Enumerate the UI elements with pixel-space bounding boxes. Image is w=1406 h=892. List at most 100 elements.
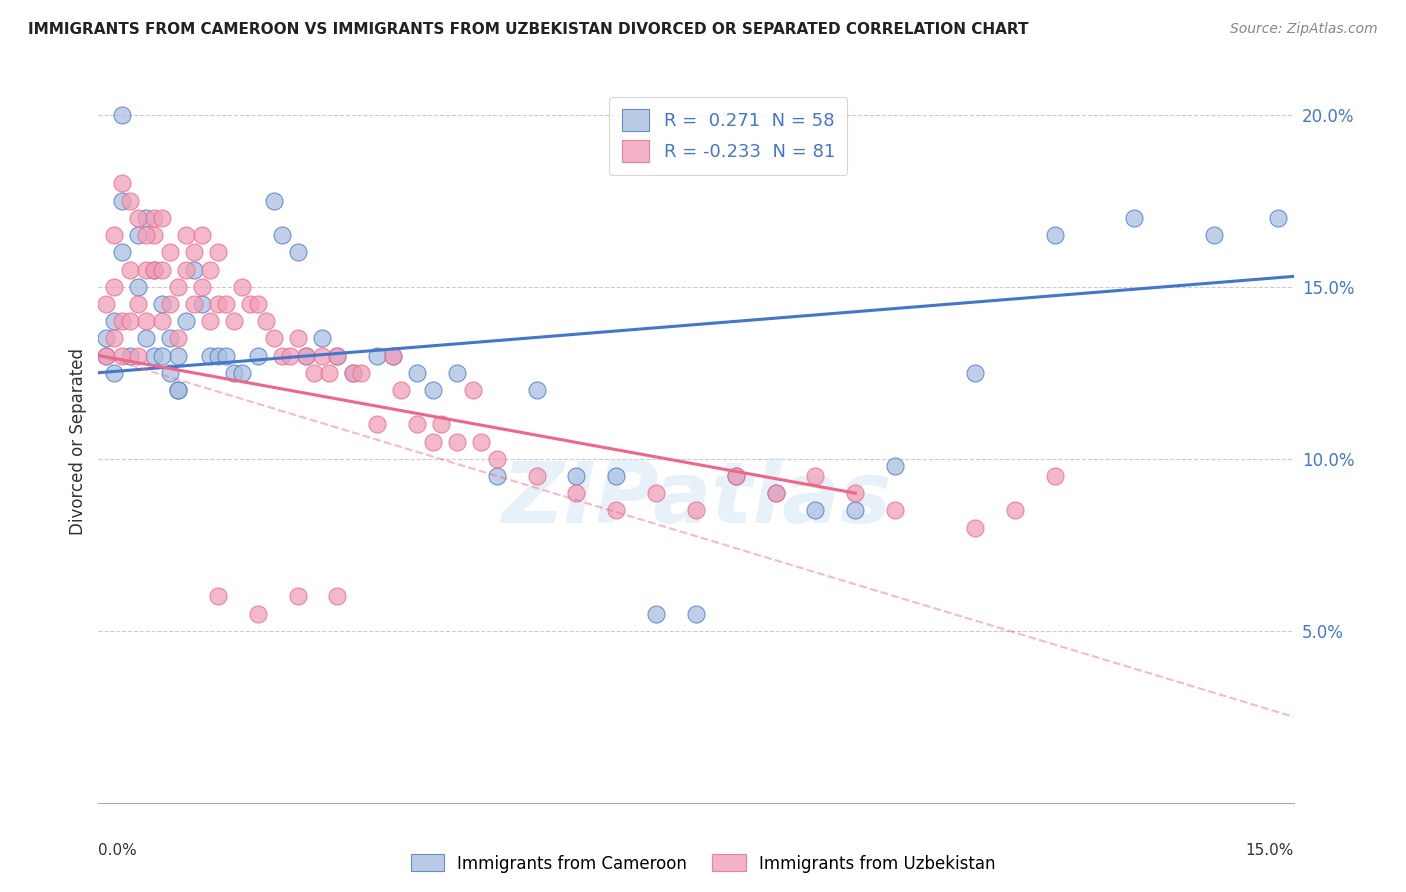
Point <box>191 228 214 243</box>
Point <box>127 349 149 363</box>
Point <box>120 194 142 208</box>
Point <box>263 331 285 345</box>
Point <box>127 211 149 225</box>
Point <box>135 262 157 277</box>
Point <box>287 245 309 260</box>
Point <box>135 331 157 345</box>
Point <box>844 503 866 517</box>
Point <box>127 228 149 243</box>
Point <box>96 349 118 363</box>
Point <box>446 366 468 380</box>
Point <box>111 349 134 363</box>
Point <box>183 297 205 311</box>
Point <box>96 297 118 311</box>
Point <box>150 211 173 225</box>
Point <box>461 383 484 397</box>
Point <box>1123 211 1146 225</box>
Point <box>198 349 221 363</box>
Point <box>150 297 173 311</box>
Point <box>278 349 301 363</box>
Point <box>565 469 588 483</box>
Point <box>174 262 197 277</box>
Point <box>159 331 181 345</box>
Point <box>135 228 157 243</box>
Point <box>143 349 166 363</box>
Point <box>389 383 412 397</box>
Point <box>724 469 747 483</box>
Text: IMMIGRANTS FROM CAMEROON VS IMMIGRANTS FROM UZBEKISTAN DIVORCED OR SEPARATED COR: IMMIGRANTS FROM CAMEROON VS IMMIGRANTS F… <box>28 22 1029 37</box>
Point <box>318 366 340 380</box>
Point <box>366 349 388 363</box>
Point <box>254 314 277 328</box>
Point <box>120 349 142 363</box>
Point <box>111 194 134 208</box>
Point <box>103 366 125 380</box>
Point <box>174 314 197 328</box>
Point <box>963 520 986 534</box>
Point <box>1043 228 1066 243</box>
Point <box>302 366 325 380</box>
Point <box>174 228 197 243</box>
Point <box>143 228 166 243</box>
Point <box>150 349 173 363</box>
Point <box>183 262 205 277</box>
Point <box>430 417 453 432</box>
Point <box>159 245 181 260</box>
Point <box>382 349 405 363</box>
Text: ZIPatlas: ZIPatlas <box>501 458 891 541</box>
Point <box>884 458 907 473</box>
Point <box>167 383 190 397</box>
Point <box>382 349 405 363</box>
Point <box>167 383 190 397</box>
Point <box>167 279 190 293</box>
Point <box>1043 469 1066 483</box>
Point <box>111 177 134 191</box>
Point <box>526 469 548 483</box>
Point <box>485 469 508 483</box>
Point <box>222 366 245 380</box>
Point <box>605 503 627 517</box>
Point <box>804 503 827 517</box>
Point <box>222 314 245 328</box>
Point <box>1202 228 1225 243</box>
Point <box>844 486 866 500</box>
Point <box>150 262 173 277</box>
Point <box>804 469 827 483</box>
Point <box>765 486 787 500</box>
Point <box>127 297 149 311</box>
Point <box>526 383 548 397</box>
Point <box>1004 503 1026 517</box>
Point <box>765 486 787 500</box>
Point <box>191 297 214 311</box>
Y-axis label: Divorced or Separated: Divorced or Separated <box>69 348 87 535</box>
Point <box>215 349 238 363</box>
Point <box>135 211 157 225</box>
Point <box>246 607 269 621</box>
Point <box>143 262 166 277</box>
Point <box>231 366 253 380</box>
Point <box>311 349 333 363</box>
Point <box>103 331 125 345</box>
Point <box>191 279 214 293</box>
Point <box>422 383 444 397</box>
Point <box>350 366 373 380</box>
Point <box>246 349 269 363</box>
Point <box>120 314 142 328</box>
Point <box>96 331 118 345</box>
Point <box>287 331 309 345</box>
Point <box>246 297 269 311</box>
Legend: Immigrants from Cameroon, Immigrants from Uzbekistan: Immigrants from Cameroon, Immigrants fro… <box>404 847 1002 880</box>
Point <box>103 314 125 328</box>
Point <box>159 297 181 311</box>
Point <box>326 349 349 363</box>
Point <box>143 262 166 277</box>
Point <box>270 349 292 363</box>
Point <box>231 279 253 293</box>
Point <box>645 486 668 500</box>
Legend: R =  0.271  N = 58, R = -0.233  N = 81: R = 0.271 N = 58, R = -0.233 N = 81 <box>609 96 848 175</box>
Point <box>183 245 205 260</box>
Point <box>294 349 316 363</box>
Point <box>422 434 444 449</box>
Point <box>143 211 166 225</box>
Text: 15.0%: 15.0% <box>1246 843 1294 857</box>
